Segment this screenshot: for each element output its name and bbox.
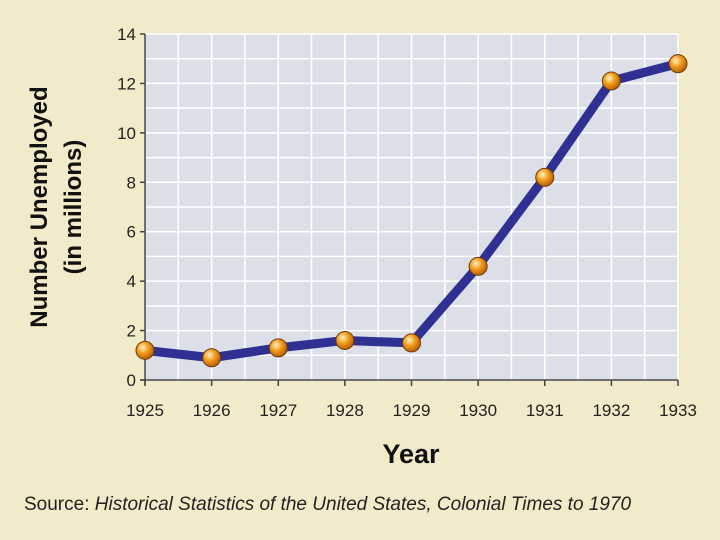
data-point bbox=[535, 167, 555, 187]
x-tick-label: 1929 bbox=[393, 401, 431, 420]
x-tick-label: 1932 bbox=[592, 401, 630, 420]
grid bbox=[144, 33, 679, 381]
y-tick-label: 8 bbox=[127, 173, 136, 192]
x-tick-label: 1928 bbox=[326, 401, 364, 420]
x-tick-label: 1926 bbox=[193, 401, 231, 420]
data-point bbox=[601, 71, 621, 91]
y-tick-label: 0 bbox=[127, 371, 136, 390]
data-point bbox=[668, 54, 688, 74]
source-label: Source: bbox=[24, 494, 90, 515]
x-tick-label: 1933 bbox=[659, 401, 697, 420]
x-tick-label: 1925 bbox=[126, 401, 164, 420]
y-tick-label: 6 bbox=[127, 223, 136, 242]
y-axis-title-unit: (in millions) bbox=[60, 140, 87, 275]
data-point bbox=[335, 330, 355, 350]
source-text: Historical Statistics of the United Stat… bbox=[94, 494, 632, 515]
x-tick-label: 1930 bbox=[459, 401, 497, 420]
data-point bbox=[402, 333, 421, 353]
x-tick-label: 1927 bbox=[259, 401, 297, 420]
y-tick-label: 10 bbox=[117, 124, 136, 143]
x-axis-title: Year bbox=[382, 439, 440, 469]
data-point bbox=[202, 348, 222, 368]
y-tick-label: 2 bbox=[127, 322, 136, 341]
data-point bbox=[468, 256, 488, 276]
axes: 0 2 4 6 8 10 12 14 1925 1926 1927 1928 1929 1930 1931 1… bbox=[117, 25, 697, 420]
y-axis-title: Number Unemployed bbox=[26, 86, 53, 327]
y-tick-label: 12 bbox=[117, 74, 136, 93]
y-tick-label: 4 bbox=[127, 272, 136, 291]
y-tick-label: 14 bbox=[117, 25, 136, 44]
data-point bbox=[268, 338, 288, 358]
x-tick-label: 1931 bbox=[526, 401, 564, 420]
series bbox=[135, 54, 688, 368]
data-point bbox=[135, 340, 155, 360]
source-note: Source: Historical Statistics of the Uni… bbox=[24, 494, 714, 516]
